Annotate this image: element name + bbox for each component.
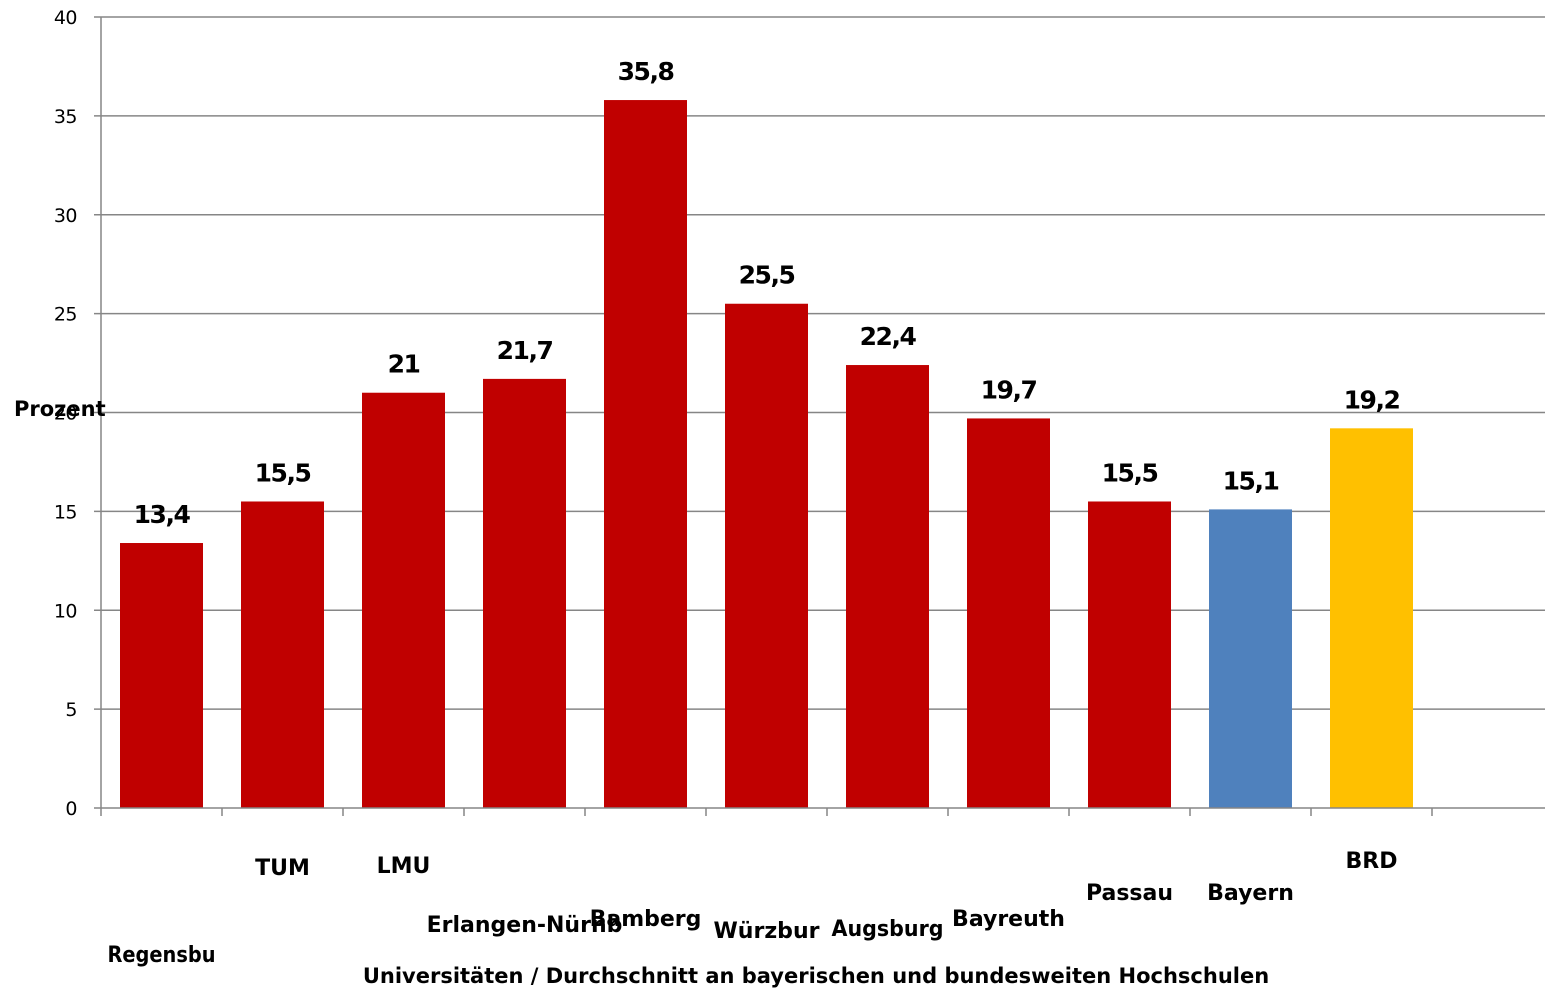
category-label: Erlangen-Nürnb	[427, 913, 623, 938]
category-label: Würzbur	[714, 919, 820, 944]
y-tick-label: 35	[54, 106, 77, 128]
data-label: 13,4	[134, 500, 191, 529]
y-tick-label: 40	[54, 7, 77, 29]
bar	[483, 378, 566, 808]
y-tick-label: 15	[54, 501, 77, 523]
y-tick-label: 0	[65, 798, 77, 820]
y-tick-label: 5	[65, 699, 77, 721]
data-label: 15,5	[1102, 458, 1158, 487]
category-label: Bamberg	[590, 907, 702, 932]
category-label: Passau	[1086, 881, 1173, 906]
bar	[120, 543, 203, 808]
bar	[725, 303, 808, 808]
y-tick-label: 10	[54, 600, 77, 622]
y-tick-label: 30	[54, 205, 77, 227]
bar	[1330, 428, 1413, 808]
data-label: 22,4	[860, 322, 917, 351]
bar	[1088, 501, 1171, 808]
y-axis-title: Prozent	[14, 397, 106, 421]
bar	[967, 418, 1050, 808]
gridlines	[101, 16, 1545, 710]
category-label: LMU	[377, 854, 431, 879]
bars	[120, 100, 1413, 809]
y-axis-ticks: 0 5 10 15 20 25 30 35 40	[54, 7, 101, 820]
x-axis-title: Universitäten / Durchschnitt an bayerisc…	[363, 964, 1269, 988]
data-label: 19,2	[1344, 385, 1400, 414]
data-labels: 13,4 15,5 21 21,7 35,8 25,5 22,4 19,7 15,5 15,1 19…	[134, 57, 1401, 529]
bar	[604, 100, 687, 809]
y-tick-label: 20	[54, 403, 77, 425]
bar	[1209, 509, 1292, 808]
bar	[846, 365, 929, 808]
data-label: 35,8	[618, 57, 674, 86]
data-label: 19,7	[981, 375, 1037, 404]
data-label: 15,1	[1223, 466, 1279, 495]
data-label: 15,5	[255, 458, 311, 487]
data-label: 21	[388, 350, 420, 379]
category-label: Bayreuth	[952, 907, 1065, 932]
data-label: 21,7	[497, 336, 553, 365]
bar	[241, 501, 324, 808]
category-label: Regensbu	[108, 943, 216, 968]
category-label: BRD	[1346, 849, 1398, 874]
bar	[362, 392, 445, 808]
category-label: TUM	[255, 856, 310, 881]
category-label: Bayern	[1207, 881, 1294, 906]
data-label: 25,5	[739, 261, 795, 290]
axes	[100, 17, 1545, 816]
category-label: Augsburg	[832, 917, 944, 942]
y-tick-label: 25	[54, 304, 77, 326]
